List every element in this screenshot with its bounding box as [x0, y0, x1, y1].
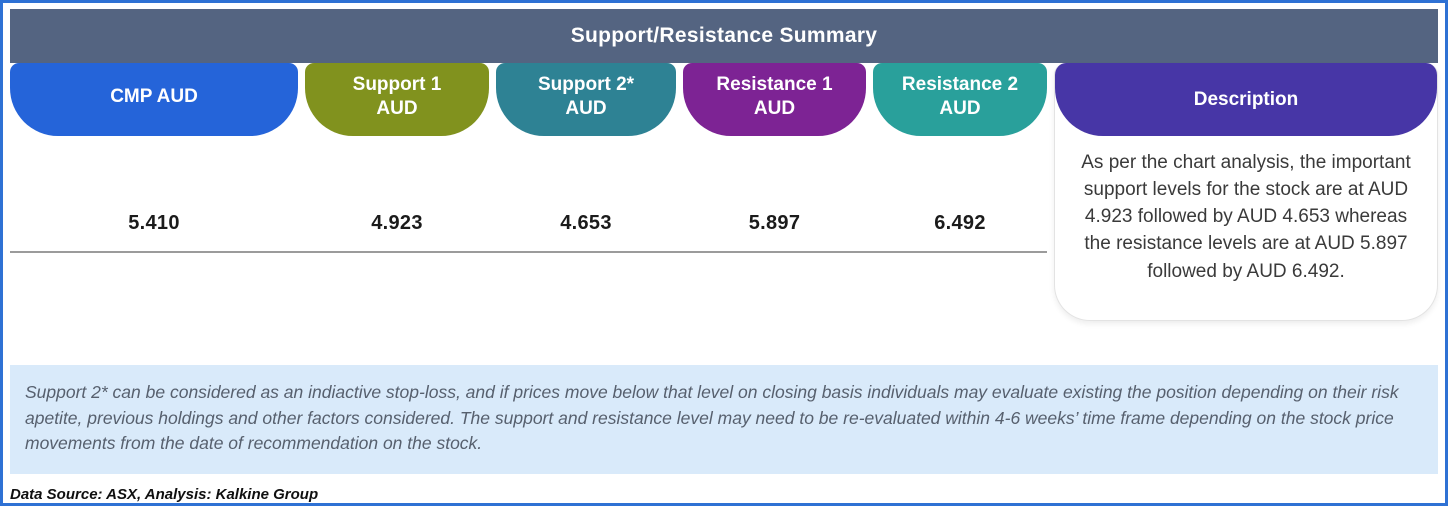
column-header-cmp: CMP AUD	[10, 63, 298, 136]
table-title-bar: Support/Resistance Summary	[10, 9, 1438, 63]
description-card: Description As per the chart analysis, t…	[1054, 63, 1438, 321]
value-resistance2: 6.492	[934, 212, 986, 234]
support-resistance-table: CMP AUD Support 1 AUD Support 2* AUD Res…	[10, 63, 1438, 321]
column-header-support2: Support 2* AUD	[496, 63, 676, 136]
data-source-line: Data Source: ASX, Analysis: Kalkine Grou…	[10, 486, 319, 504]
column-header-description: Description	[1055, 63, 1437, 136]
column-header-resistance2: Resistance 2 AUD	[873, 63, 1047, 136]
description-text: As per the chart analysis, the important…	[1081, 152, 1411, 282]
column-header-resistance1: Resistance 1 AUD	[683, 63, 866, 136]
description-header-label: Description	[1193, 88, 1299, 110]
column-header-support1: Support 1 AUD	[305, 63, 489, 136]
value-resistance1: 5.897	[748, 212, 801, 234]
value-cmp: 5.410	[128, 212, 180, 234]
values-underline	[10, 251, 1047, 253]
footnote-text: Support 2* can be considered as an india…	[25, 382, 1399, 454]
value-support2: 4.653	[560, 212, 612, 234]
table-title: Support/Resistance Summary	[570, 24, 878, 47]
footnote-box: Support 2* can be considered as an india…	[10, 365, 1438, 475]
value-support1: 4.923	[371, 212, 423, 234]
